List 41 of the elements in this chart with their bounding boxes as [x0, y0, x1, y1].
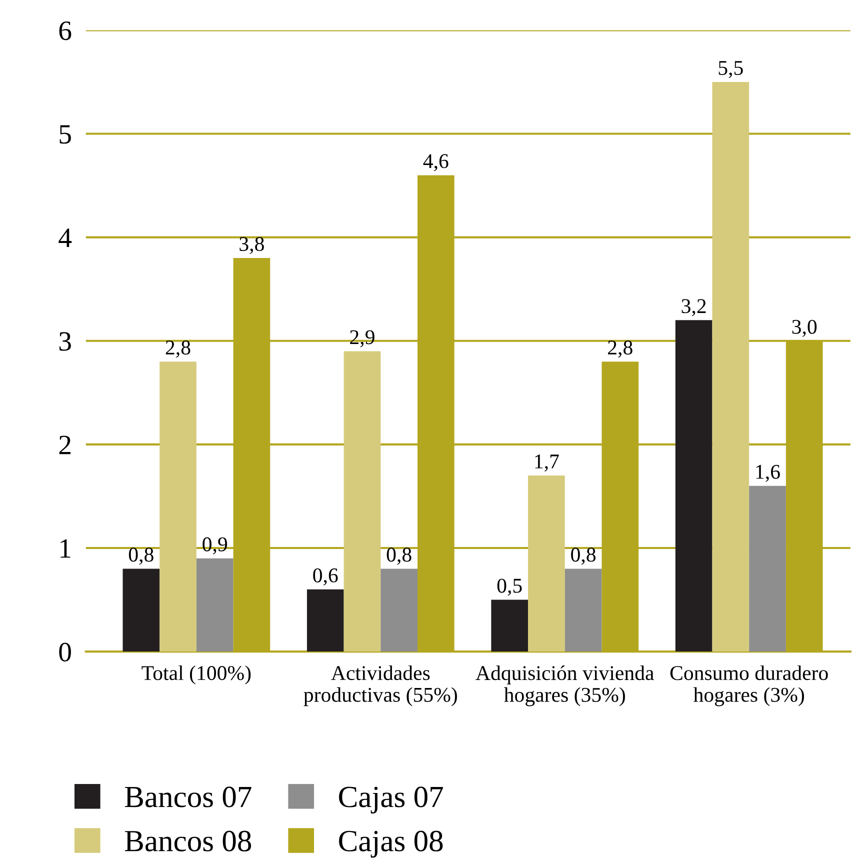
- x-tick-label: Total (100%): [142, 665, 251, 684]
- data-label: 1,6: [756, 464, 780, 482]
- legend-label: Cajas 08: [339, 830, 443, 858]
- data-label: 0,5: [497, 578, 522, 596]
- legend-label: Bancos 07: [124, 786, 252, 808]
- y-tick-label: 4: [58, 228, 72, 247]
- bar: [675, 320, 712, 652]
- data-label: 5,5: [718, 61, 743, 78]
- data-label: 0,8: [386, 548, 412, 565]
- legend-label: Bancos 08: [124, 830, 252, 852]
- bar: [380, 568, 418, 652]
- data-label: 1,7: [535, 454, 559, 472]
- bar: [306, 589, 344, 652]
- bar: [491, 600, 528, 652]
- data-label: 2,8: [608, 340, 632, 358]
- bar: [528, 476, 565, 652]
- data-label: 3,2: [682, 299, 706, 316]
- y-tick-label: 6: [59, 21, 72, 40]
- x-tick-label: Consumo duradero hogares (3%): [670, 665, 828, 706]
- data-label: 3,8: [240, 236, 264, 254]
- x-tick-label: Adquisición vivienda hogares (35%): [476, 665, 654, 706]
- data-label: 3,0: [792, 320, 817, 337]
- bar: [749, 486, 786, 652]
- y-tick-label: 3: [59, 332, 71, 351]
- bar: [122, 568, 160, 652]
- y-tick-label: 0: [59, 642, 71, 662]
- legend-label: Cajas 07: [339, 786, 443, 814]
- bar: [160, 362, 196, 652]
- data-label: 0,6: [313, 568, 338, 586]
- y-tick-label: 5: [60, 125, 71, 144]
- y-tick-label: 2: [59, 436, 70, 454]
- x-tick-label: Actividades productivas (55%): [304, 665, 457, 706]
- data-label: 4,6: [423, 154, 448, 172]
- bar: [196, 558, 234, 652]
- data-label: 0,8: [571, 548, 596, 565]
- bar: [344, 351, 381, 652]
- bar: [712, 82, 750, 652]
- y-tick-label: 1: [60, 539, 70, 558]
- bar: [564, 568, 602, 652]
- data-label: 2,8: [166, 340, 190, 358]
- data-label: 0,8: [128, 548, 154, 565]
